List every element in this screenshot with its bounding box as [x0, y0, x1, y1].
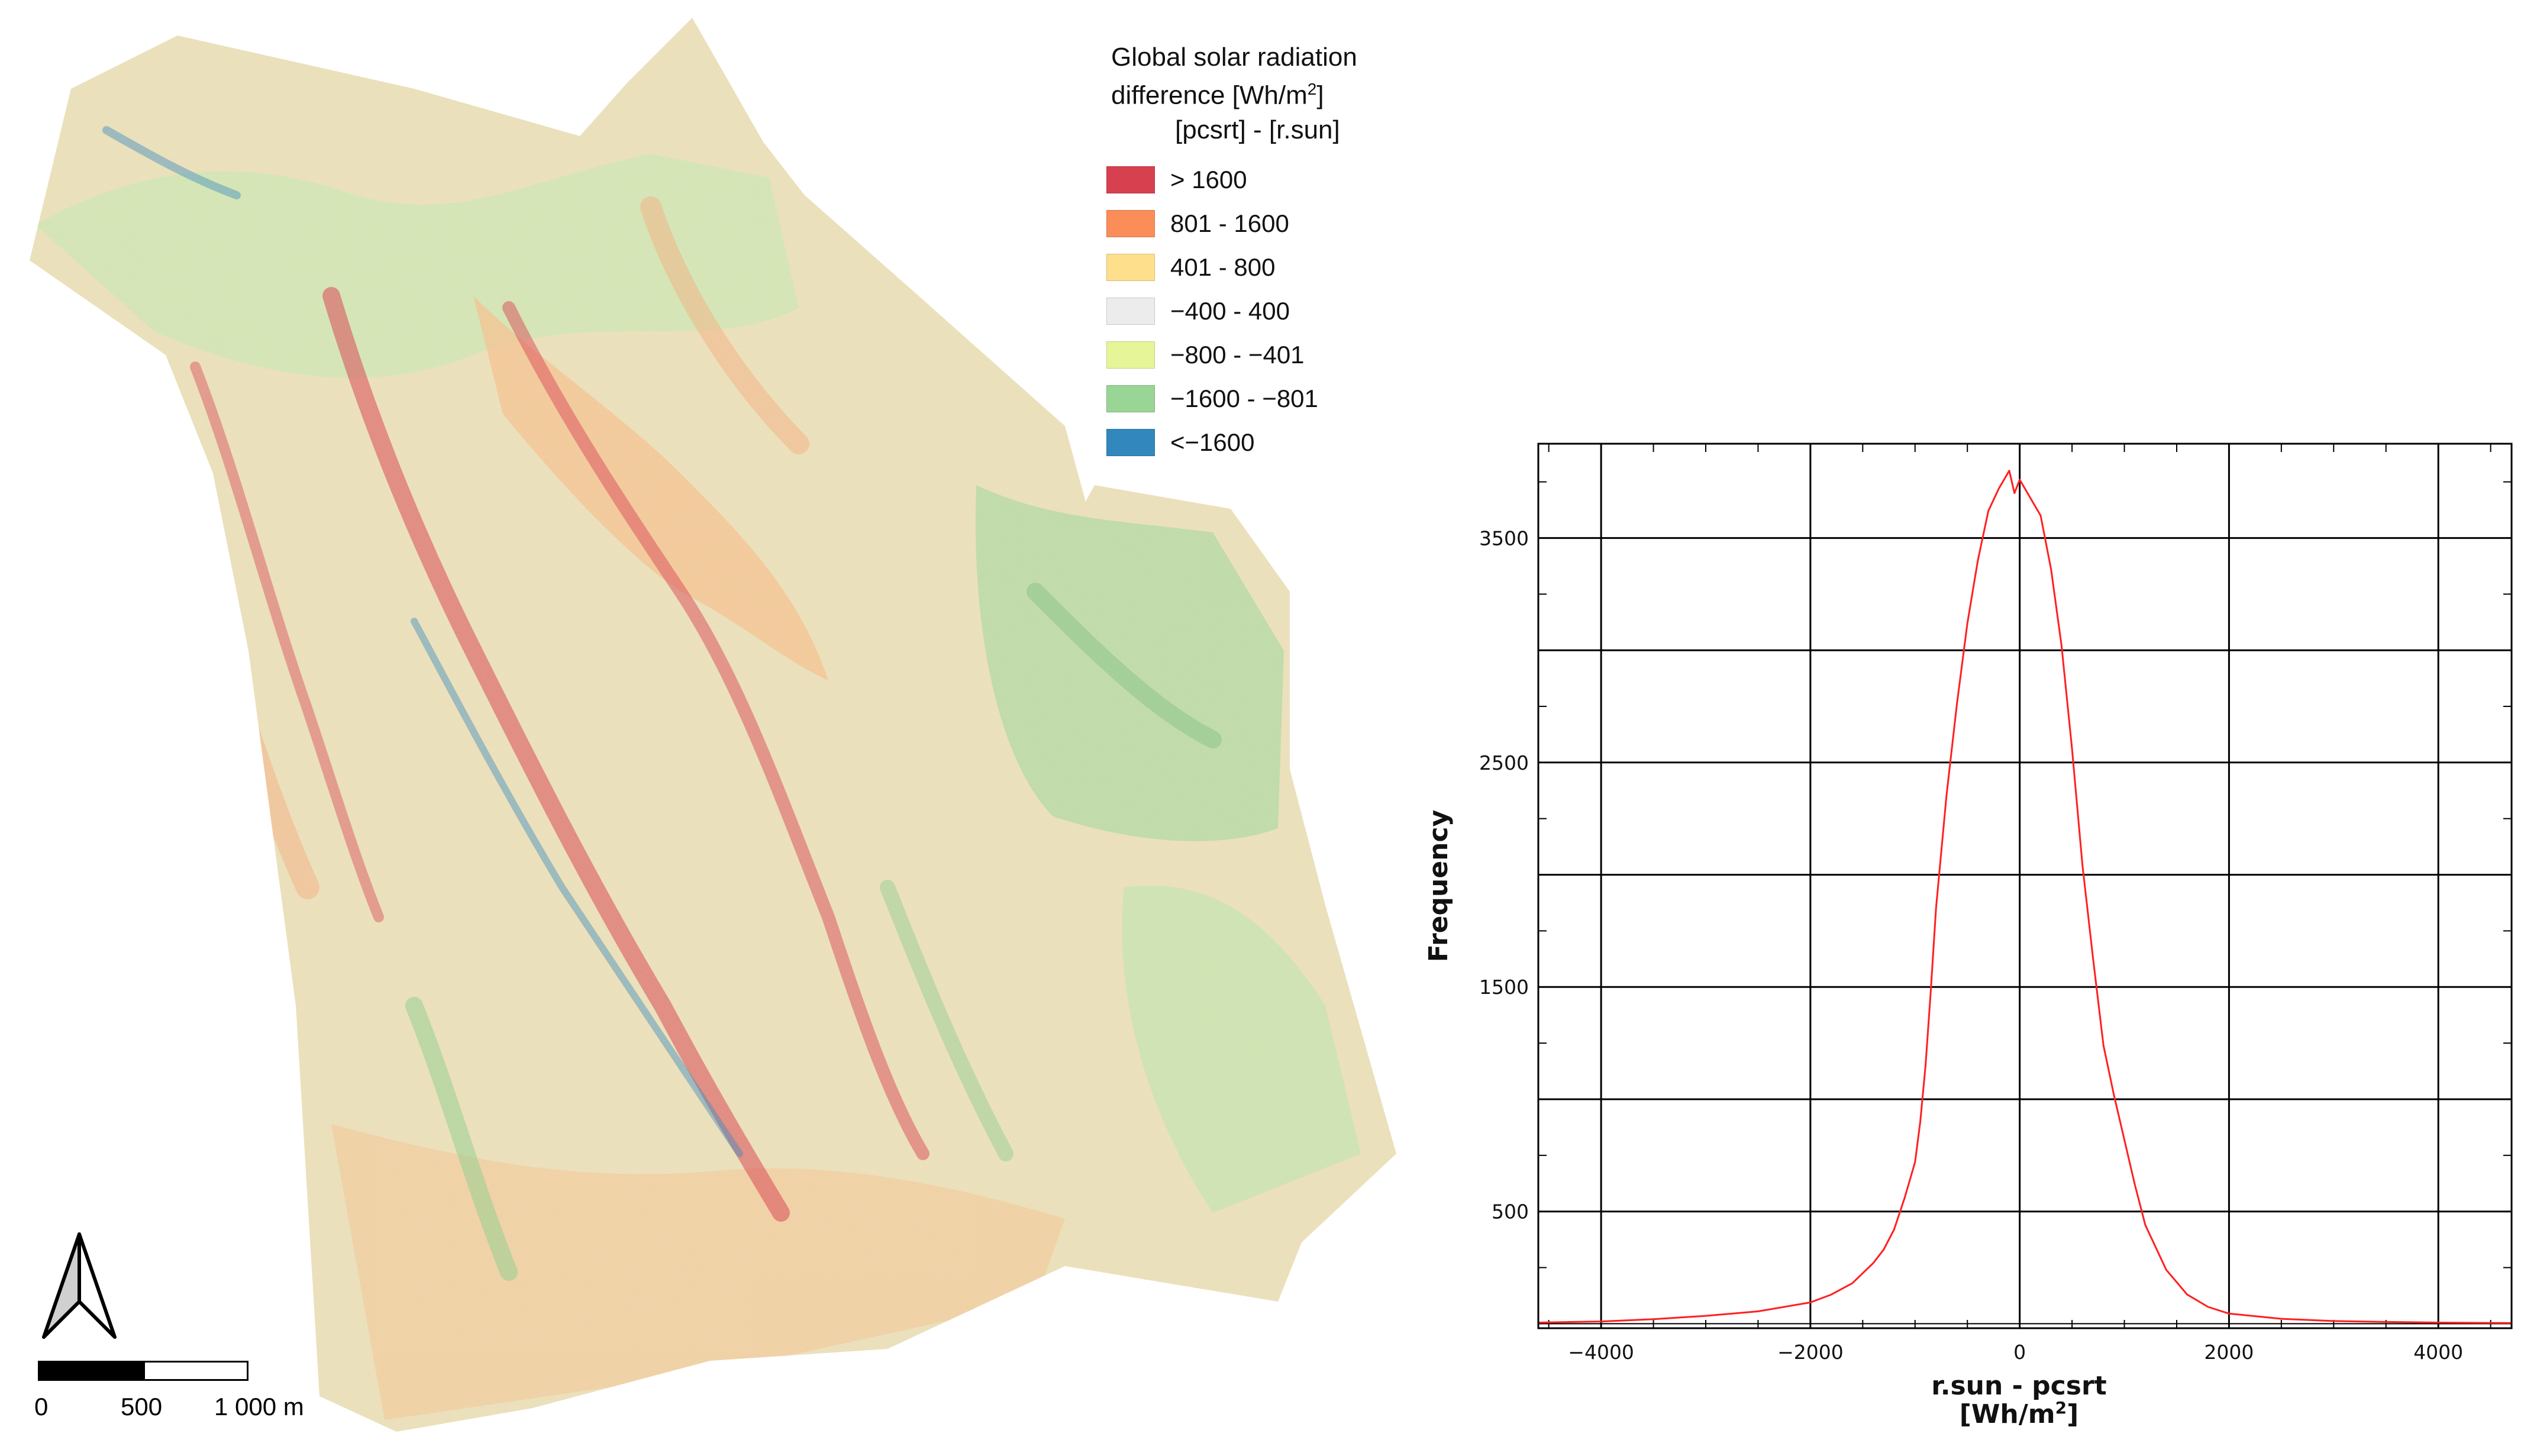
legend-label: −1600 - −801	[1170, 384, 1318, 412]
legend-swatch	[1106, 209, 1155, 237]
legend-item: 401 - 800	[1106, 246, 1414, 289]
legend-item: > 1600	[1106, 158, 1414, 202]
legend-title-close: ]	[1316, 80, 1324, 110]
scale-bar: 0 500 1 000 m	[34, 1361, 346, 1426]
legend-title-line1: Global solar radiation	[1111, 43, 1357, 72]
legend-label: −400 - 400	[1170, 296, 1290, 325]
legend-title-line2: difference [Wh/m2]	[1111, 73, 1414, 112]
x-axis-title-line1: r.sun - pcsrt	[1931, 1371, 2106, 1401]
legend-label: 801 - 1600	[1170, 209, 1289, 237]
difference-map	[30, 18, 1396, 1432]
y-axis-title: Frequency	[1424, 810, 1454, 963]
legend-label: −800 - −401	[1170, 340, 1305, 369]
histogram-chart: −4000 −2000 0 2000 4000 500 1500 2500 3500 Frequ…	[1424, 443, 2513, 1429]
histogram-line	[1538, 470, 2512, 1324]
north-arrow-right-half	[78, 1232, 117, 1339]
north-arrow-icon	[42, 1232, 117, 1339]
legend-item: −1600 - −801	[1106, 377, 1414, 421]
scale-label-0: 0	[34, 1393, 49, 1421]
legend-item: <−1600	[1106, 421, 1414, 464]
plot-frame	[1537, 443, 2513, 1329]
y-tick-label: 1500	[1479, 976, 1529, 999]
scale-bar-black-segment	[38, 1361, 143, 1381]
x-tick-label: −2000	[1777, 1341, 1844, 1364]
legend-label: > 1600	[1170, 165, 1247, 193]
legend-title-unit: difference [Wh/m	[1111, 80, 1308, 110]
map-legend: Global solar radiation difference [Wh/m2…	[1106, 41, 1414, 464]
legend-item: −400 - 400	[1106, 289, 1414, 333]
legend-item: 801 - 1600	[1106, 202, 1414, 246]
legend-swatch	[1106, 385, 1155, 412]
legend-item: −800 - −401	[1106, 333, 1414, 377]
x-tick-label: 2000	[2204, 1341, 2254, 1364]
chart-grid	[1538, 444, 2512, 1328]
scale-label-500: 500	[121, 1393, 163, 1421]
legend-swatch	[1106, 297, 1155, 325]
legend-label: 401 - 800	[1170, 253, 1276, 281]
legend-label: <−1600	[1170, 428, 1255, 456]
x-axis-title-close: ]	[2067, 1399, 2078, 1429]
legend-subtitle: [pcsrt] - [r.sun]	[1175, 115, 1340, 144]
legend-title-sup: 2	[1307, 80, 1317, 98]
y-tick-label: 500	[1492, 1200, 1529, 1223]
x-tick-label: 4000	[2413, 1341, 2463, 1364]
x-axis-title-unit: [Wh/m	[1960, 1399, 2055, 1429]
legend-swatch	[1106, 341, 1155, 369]
y-tick-label: 2500	[1479, 751, 1529, 774]
x-axis-title-sup: 2	[2055, 1398, 2067, 1418]
y-tick-label: 3500	[1479, 527, 1529, 550]
chart-series	[1538, 470, 2512, 1324]
legend-swatch	[1106, 166, 1155, 193]
legend-items: > 1600 801 - 1600 401 - 800 −400 - 400 −800 …	[1106, 158, 1414, 464]
north-arrow-left-half	[42, 1232, 81, 1339]
scale-bar-white-segment	[143, 1361, 248, 1381]
x-axis-title-line2: [Wh/m2]	[1960, 1398, 2078, 1429]
scale-label-1000m: 1 000 m	[214, 1393, 304, 1421]
legend-swatch	[1106, 428, 1155, 456]
chart-ticks: −4000 −2000 0 2000 4000 500 1500 2500 3500	[1479, 444, 2512, 1364]
legend-swatch	[1106, 253, 1155, 281]
x-tick-label: −4000	[1568, 1341, 1634, 1364]
x-tick-label: 0	[2013, 1341, 2026, 1364]
